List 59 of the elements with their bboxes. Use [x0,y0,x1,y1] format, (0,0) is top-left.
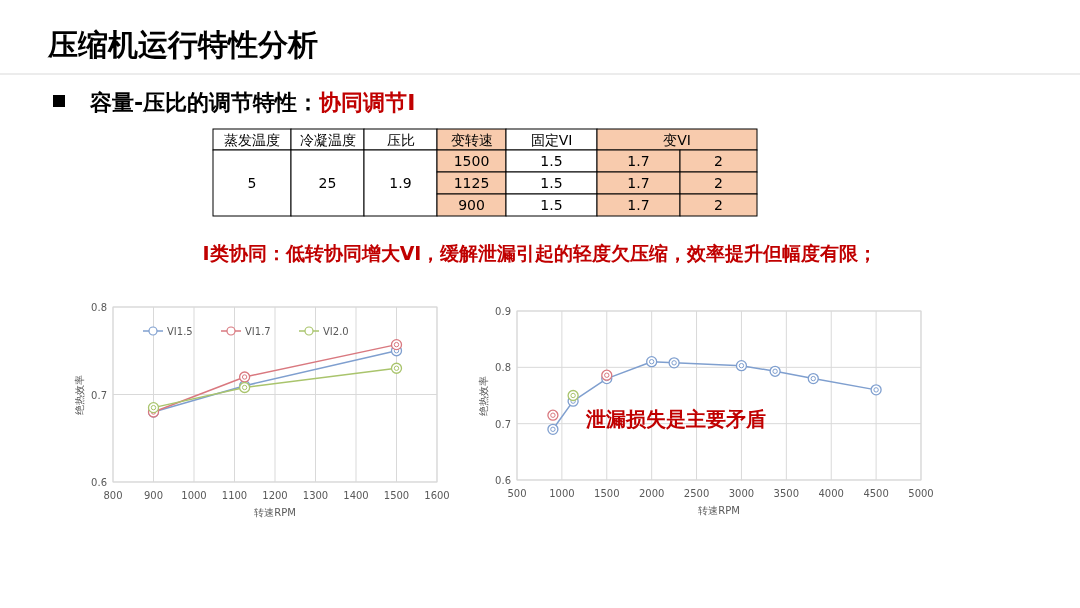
text: 协同调节I [318,90,416,115]
legend-label: VI2.0 [323,326,349,337]
x-tick-label: 500 [507,488,527,499]
text: 1500 [453,153,490,169]
text: 1.5 [540,153,563,169]
text: 冷凝温度 [299,131,356,148]
x-tick-label: 1200 [262,490,288,501]
text: 1125 [453,175,490,191]
x-tick-label: 1500 [594,488,620,499]
y-tick-label: 0.9 [495,306,511,317]
x-tick-label: 1000 [549,488,575,499]
text: 2 [714,153,723,169]
text: 压缩机运行特性分析 [47,27,318,62]
y-tick-label: 0.8 [91,302,107,313]
annotation: 泄漏损失是主要矛盾 [584,406,766,431]
y-axis-title: 绝热效率 [74,374,85,415]
x-tick-label: 3000 [728,488,755,499]
x-tick-label: 1300 [302,490,329,501]
x-tick-label: 4500 [863,488,889,499]
y-tick-label: 0.8 [495,362,511,374]
y-axis-title: 绝热效率 [478,375,489,416]
text: 1.9 [389,175,412,191]
text: 变转速 [450,131,493,148]
text: 1.5 [540,197,563,213]
y-tick-label: 0.6 [495,475,511,486]
text: 压比 [386,131,415,148]
x-tick-label: 2000 [638,488,665,499]
x-tick-label: 900 [143,490,164,501]
x-axis-title: 转速RPM [698,505,740,516]
text: 25 [318,175,337,191]
x-axis-title: 转速RPM [254,507,296,518]
legend-label: VI1.7 [245,326,271,337]
y-tick-label: 0.6 [91,477,107,488]
text: I类协同：低转协同增大VI，缓解泄漏引起的轻度欠压缩，效率提升但幅度有限； [202,242,878,264]
text: 1.5 [540,175,563,191]
text: 蒸发温度 [224,131,280,148]
text: 1.7 [627,175,650,191]
text: 固定VI [530,131,573,148]
x-tick-label: 2500 [683,488,710,499]
x-tick-label: 1500 [383,490,410,501]
text: 1.7 [627,197,650,213]
y-tick-label: 0.7 [91,389,107,401]
text: 5 [247,175,257,191]
text: 1.7 [627,153,650,169]
y-tick-label: 0.7 [495,418,511,430]
legend-label: VI1.5 [167,326,193,337]
text: 2 [714,175,723,191]
x-tick-label: 1600 [424,490,450,501]
x-tick-label: 5000 [908,488,934,499]
x-tick-label: 1400 [343,490,369,501]
x-tick-label: 3500 [773,488,800,499]
text: 2 [714,197,723,213]
x-tick-label: 4000 [818,488,844,499]
x-tick-label: 1000 [181,490,207,501]
x-tick-label: 1100 [221,490,248,501]
text: 900 [458,197,485,213]
text: 变VI [663,131,691,148]
text: 容量-压比的调节特性： [89,90,320,115]
x-tick-label: 800 [103,490,123,501]
